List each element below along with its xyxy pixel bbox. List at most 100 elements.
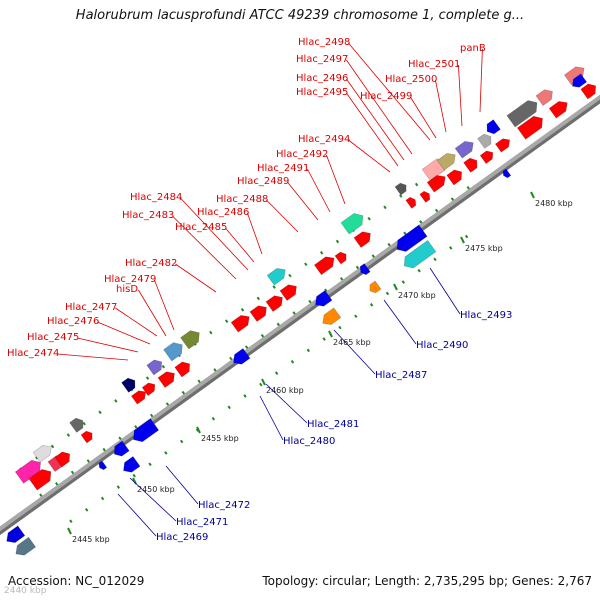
- far-upper-tick: [35, 456, 39, 460]
- lower-tick: [211, 416, 216, 421]
- upper-tick: [419, 220, 423, 224]
- forward-gene-label: Hlac_2486: [197, 207, 249, 218]
- label-leader-line: [247, 212, 263, 255]
- scale-ticks-layer: [19, 137, 535, 535]
- reverse-gene: [571, 73, 588, 88]
- upper-tick: [165, 402, 170, 406]
- gene-arrow: [353, 231, 371, 248]
- forward-gene: [174, 361, 190, 378]
- far-upper-tick: [114, 399, 118, 403]
- label-leader-line: [435, 79, 447, 133]
- reverse-gene: [502, 168, 512, 179]
- upper-tick: [387, 242, 391, 247]
- forward-gene: [130, 390, 147, 405]
- gene-arrow: [580, 83, 596, 100]
- gene-features-layer: [6, 66, 596, 556]
- reverse-gene: [403, 239, 437, 269]
- gene-arrow: [502, 168, 512, 179]
- label-leader-line: [348, 139, 391, 173]
- upper-tick: [260, 333, 265, 338]
- label-leader-line: [77, 337, 139, 353]
- gene-arrow: [141, 382, 156, 396]
- gene-arrow: [571, 73, 588, 88]
- label-leader-line: [138, 289, 167, 337]
- forward-gene: [477, 133, 492, 149]
- forward-gene: [157, 371, 175, 388]
- reverse-gene-label: Hlac_2472: [198, 500, 250, 511]
- forward-gene: [334, 251, 347, 265]
- gene-arrow: [516, 115, 543, 140]
- lower-tick: [464, 234, 469, 239]
- forward-gene-label: Hlac_2491: [257, 163, 309, 174]
- gene-arrow: [265, 295, 283, 312]
- far-upper-tick: [66, 433, 71, 437]
- gene-arrow: [114, 440, 130, 457]
- reverse-gene-label: Hlac_2471: [176, 517, 228, 528]
- reverse-gene-label: Hlac_2481: [307, 419, 359, 430]
- lower-tick: [227, 405, 231, 410]
- gene-arrow: [15, 536, 37, 556]
- gene-arrow: [563, 66, 585, 86]
- lower-tick: [385, 291, 390, 296]
- upper-tick: [308, 299, 312, 304]
- forward-gene-label: Hlac_2500: [385, 74, 437, 85]
- reverse-gene-label: Hlac_2487: [375, 370, 427, 381]
- lower-tick: [401, 280, 405, 284]
- reverse-gene-label: Hlac_2493: [460, 310, 512, 321]
- forward-gene-label: Hlac_2483: [122, 210, 174, 221]
- scale-label: 2455 kbp: [201, 434, 239, 443]
- gene-arrow: [146, 359, 162, 376]
- far-upper-tick: [414, 182, 419, 187]
- forward-gene: [265, 295, 283, 312]
- reverse-gene: [396, 224, 428, 252]
- gene-arrow: [80, 430, 93, 444]
- gene-arrow: [506, 100, 538, 128]
- far-upper-tick: [272, 285, 276, 289]
- far-upper-tick: [240, 307, 245, 312]
- upper-tick: [355, 265, 360, 270]
- label-leader-line: [346, 59, 413, 155]
- label-leader-line: [259, 395, 284, 441]
- forward-gene: [146, 359, 162, 376]
- forward-gene-label: hisD: [116, 284, 138, 295]
- forward-gene: [28, 469, 52, 491]
- gene-arrow: [454, 141, 474, 159]
- forward-gene: [163, 342, 183, 362]
- label-leader-line: [154, 279, 175, 331]
- upper-tick: [86, 459, 91, 463]
- forward-gene: [563, 66, 585, 86]
- upper-tick: [324, 288, 328, 293]
- upper-tick: [371, 254, 375, 258]
- scale-label: 2450 kbp: [137, 485, 175, 494]
- upper-tick: [403, 231, 407, 236]
- forward-gene: [141, 382, 156, 396]
- far-upper-tick: [288, 273, 292, 278]
- forward-gene-label: Hlac_2475: [27, 332, 79, 343]
- gene-arrow: [426, 175, 446, 193]
- upper-tick: [39, 493, 43, 498]
- backbone-layer: [0, 94, 600, 536]
- gene-arrow: [6, 525, 26, 543]
- label-leader-line: [172, 215, 237, 280]
- lower-tick: [132, 473, 136, 478]
- gene-arrow: [180, 330, 200, 350]
- forward-gene-label: Hlac_2485: [175, 222, 227, 233]
- forward-gene-label: Hlac_2492: [276, 149, 328, 160]
- upper-tick: [244, 345, 249, 349]
- gene-arrow: [369, 280, 382, 294]
- gene-arrow: [322, 307, 342, 325]
- forward-gene: [80, 430, 93, 444]
- upper-tick: [118, 436, 122, 441]
- lower-tick: [274, 371, 279, 375]
- reverse-gene: [369, 280, 382, 294]
- label-leader-line: [97, 321, 151, 345]
- forward-gene: [535, 89, 553, 106]
- forward-gene: [54, 451, 70, 468]
- label-leader-line: [479, 48, 483, 113]
- major-tick: [393, 283, 398, 291]
- reverse-gene: [233, 348, 251, 365]
- label-leader-line: [410, 96, 437, 139]
- reverse-gene: [6, 525, 26, 543]
